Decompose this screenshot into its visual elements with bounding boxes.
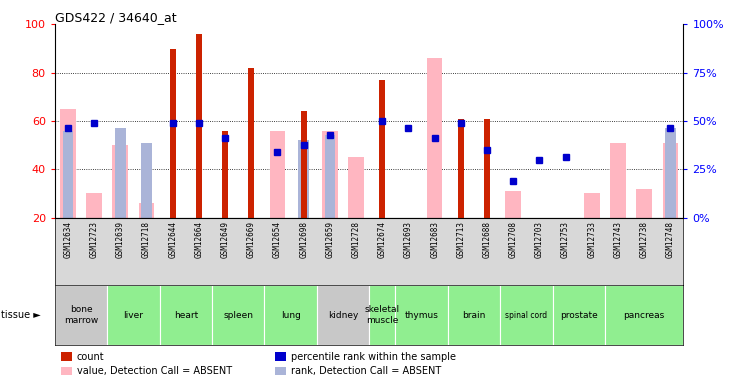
Text: rank, Detection Call = ABSENT: rank, Detection Call = ABSENT [290,366,441,375]
Text: liver: liver [124,310,143,320]
Text: brain: brain [462,310,485,320]
Text: GSM12703: GSM12703 [535,221,544,258]
Bar [322,130,338,218]
Text: GSM12659: GSM12659 [325,221,334,258]
Text: tissue ►: tissue ► [1,310,41,320]
Text: lung: lung [281,310,300,320]
Text: thymus: thymus [404,310,439,320]
Bar [395,285,447,345]
Text: GSM12654: GSM12654 [273,221,282,258]
Bar [115,128,126,217]
Text: GSM12688: GSM12688 [482,221,491,258]
Bar [113,145,128,218]
Text: GSM12674: GSM12674 [378,221,387,258]
Bar [662,142,678,218]
Bar [325,135,335,218]
Text: prostate: prostate [560,310,597,320]
Bar [317,285,369,345]
Text: GSM12664: GSM12664 [194,221,203,258]
Text: pancreas: pancreas [624,310,664,320]
Bar [139,203,154,217]
Bar [61,352,72,361]
Text: GSM12644: GSM12644 [168,221,177,258]
Bar [222,130,228,218]
Text: spinal cord: spinal cord [505,310,548,320]
Bar [369,285,395,345]
Bar [249,68,254,218]
Text: GSM12743: GSM12743 [613,221,623,258]
Bar [61,367,72,375]
Bar [505,191,521,217]
Bar [447,285,500,345]
Text: spleen: spleen [223,310,253,320]
Text: percentile rank within the sample: percentile rank within the sample [290,352,455,362]
Bar [60,109,76,217]
Bar [141,142,152,218]
Text: GSM12748: GSM12748 [666,221,675,258]
Text: GSM12708: GSM12708 [509,221,518,258]
Text: GSM12753: GSM12753 [561,221,570,258]
Bar [265,285,317,345]
Bar [86,194,102,217]
Bar [427,58,442,217]
Bar [63,130,73,218]
Bar [270,130,285,218]
Bar [212,285,265,345]
Text: kidney: kidney [327,310,358,320]
Bar [500,285,553,345]
Bar [605,285,683,345]
Bar [298,140,309,218]
Text: GSM12649: GSM12649 [221,221,230,258]
Bar [275,352,286,361]
Bar [553,285,605,345]
Bar [170,48,175,217]
Bar [159,285,212,345]
Text: heart: heart [174,310,198,320]
Bar [610,142,626,218]
Bar [196,34,202,218]
Text: GSM12669: GSM12669 [247,221,256,258]
Bar [665,128,675,217]
Text: GSM12639: GSM12639 [115,221,125,258]
Text: GSM12718: GSM12718 [142,221,151,258]
Text: GSM12634: GSM12634 [64,221,72,258]
Text: count: count [77,352,105,362]
Text: GSM12683: GSM12683 [430,221,439,258]
Text: skeletal
muscle: skeletal muscle [365,305,400,325]
Text: value, Detection Call = ABSENT: value, Detection Call = ABSENT [77,366,232,375]
Text: GDS422 / 34640_at: GDS422 / 34640_at [55,11,176,24]
Text: GSM12728: GSM12728 [352,221,360,258]
Text: GSM12723: GSM12723 [90,221,99,258]
Bar [275,367,286,375]
Text: bone
marrow: bone marrow [64,305,98,325]
Bar [300,111,306,218]
Bar [379,80,385,218]
Bar [55,285,107,345]
Text: GSM12738: GSM12738 [640,221,648,258]
Text: GSM12713: GSM12713 [456,221,466,258]
Text: GSM12698: GSM12698 [299,221,308,258]
Bar [584,194,599,217]
Bar [107,285,159,345]
Text: GSM12693: GSM12693 [404,221,413,258]
Text: GSM12733: GSM12733 [587,221,596,258]
Bar [484,118,490,218]
Bar [348,157,364,218]
Bar [458,118,463,218]
Bar [636,189,652,218]
